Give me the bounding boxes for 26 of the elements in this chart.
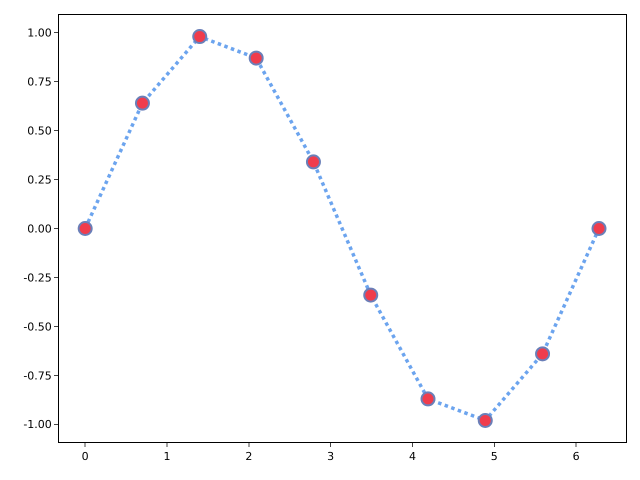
point: [78, 221, 93, 236]
point: [420, 391, 436, 406]
x-tick-label: 6: [572, 450, 580, 464]
point: [192, 29, 208, 44]
point: [248, 50, 264, 66]
x-tick-label: 0: [82, 450, 89, 464]
y-tick-label: 0.00: [27, 222, 52, 236]
point: [478, 412, 493, 428]
y-tick-label: 0.50: [27, 124, 52, 138]
x-tick-label: 5: [490, 450, 498, 464]
y-tick-label: -0.50: [23, 320, 52, 334]
x-tick-label: 4: [408, 450, 416, 464]
y-tick-label: -0.25: [23, 271, 52, 284]
point: [363, 288, 378, 303]
y-tick-label: -1.00: [23, 418, 52, 432]
point: [592, 221, 606, 236]
x-tick-label: 1: [164, 450, 170, 464]
y-tick-label: 1.00: [27, 26, 52, 40]
y-tick-label: 0.25: [27, 173, 52, 186]
x-tick-label: 3: [327, 450, 334, 464]
x-tick-label: 2: [245, 450, 252, 464]
point: [306, 154, 321, 170]
y-tick-label: -0.75: [23, 369, 52, 382]
point: [535, 346, 550, 362]
point: [134, 96, 150, 111]
y-tick-label: 0.75: [27, 75, 52, 88]
